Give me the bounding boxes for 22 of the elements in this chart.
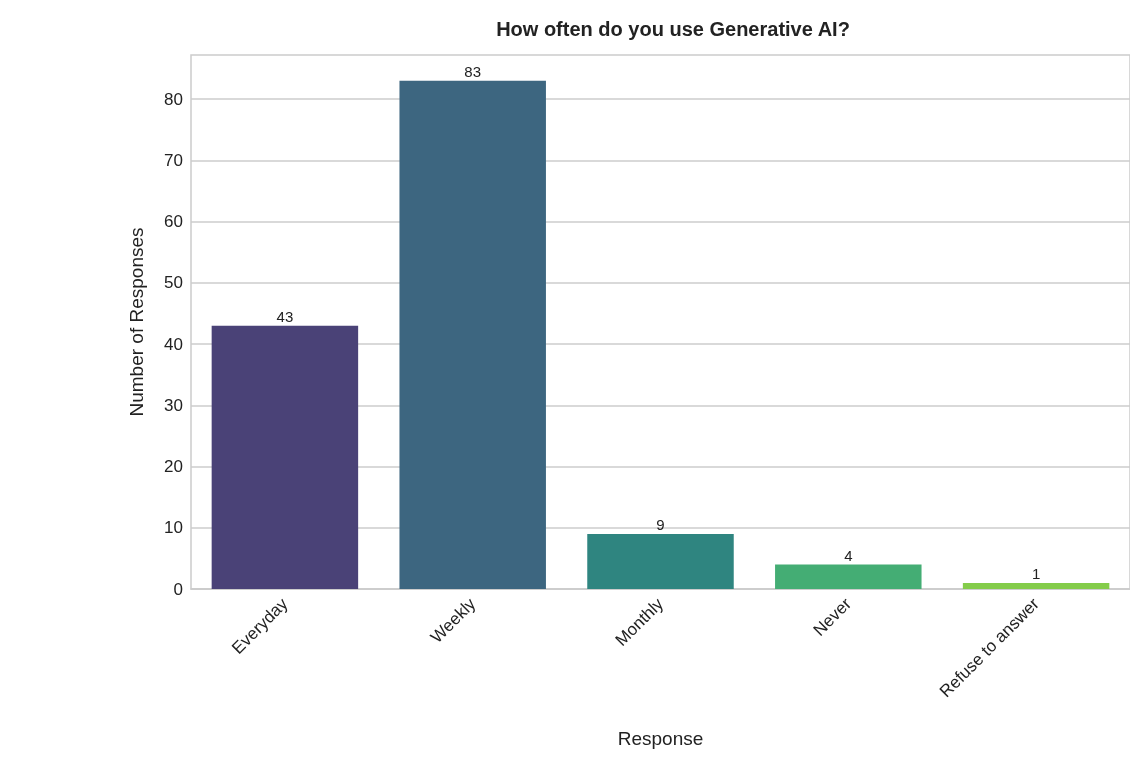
y-tick-label: 40 — [164, 334, 183, 354]
y-tick-label: 60 — [164, 212, 183, 232]
data-label: 9 — [656, 515, 665, 533]
data-label: 43 — [276, 307, 294, 325]
bar — [211, 325, 359, 589]
y-tick-label: 20 — [164, 457, 183, 477]
y-tick-label: 70 — [164, 150, 183, 170]
bar — [962, 582, 1110, 589]
y-tick-label: 0 — [173, 579, 183, 599]
y-tick-label: 10 — [164, 518, 183, 538]
y-tick-label: 80 — [164, 89, 183, 109]
data-label: 4 — [844, 546, 853, 564]
y-tick-label: 30 — [164, 395, 183, 415]
bar — [775, 564, 922, 589]
y-tick-label: 50 — [164, 273, 183, 293]
data-label: 83 — [464, 62, 482, 80]
x-axis-title: Response — [617, 728, 704, 749]
data-label: 1 — [1031, 564, 1041, 582]
bar — [399, 80, 546, 589]
chart-title: How often do you use Generative AI? — [496, 18, 850, 40]
bar — [587, 533, 734, 589]
y-axis-title: Number of Responses — [126, 227, 147, 417]
